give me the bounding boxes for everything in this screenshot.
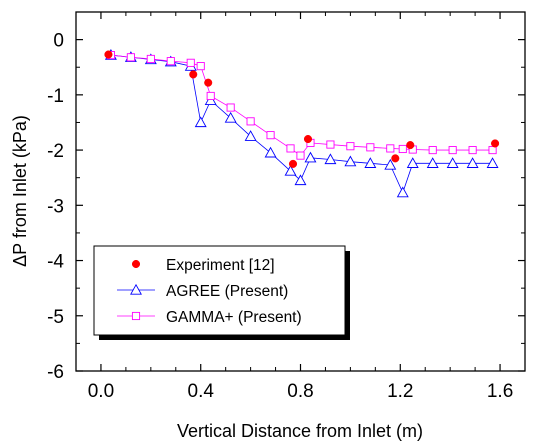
- data-point: [346, 142, 355, 151]
- data-point: [264, 146, 277, 158]
- data-point: [104, 50, 113, 59]
- series-1: [104, 48, 499, 198]
- legend-items: Experiment [12] AGREE (Present) GAMMA+ (Pr…: [117, 257, 302, 326]
- data-point: [288, 159, 298, 168]
- legend-item: Experiment [12]: [131, 257, 275, 274]
- data-point: [204, 78, 213, 87]
- data-point: [189, 70, 198, 79]
- series-2: [106, 51, 497, 160]
- data-point: [303, 134, 313, 144]
- y-tick-label: -4: [47, 252, 64, 273]
- x-tick-label: 0.8: [287, 381, 313, 402]
- data-point: [266, 131, 275, 140]
- data-point: [366, 143, 375, 152]
- y-tick-label: -1: [47, 86, 64, 107]
- data-point: [194, 116, 207, 128]
- legend-label: Experiment [12]: [166, 257, 275, 274]
- legend-item: AGREE (Present): [117, 283, 288, 300]
- data-point: [284, 164, 297, 176]
- y-tick-label: -6: [47, 362, 64, 383]
- data-point: [406, 141, 415, 150]
- data-point: [384, 158, 397, 170]
- data-point: [426, 157, 439, 168]
- data-point: [294, 174, 307, 186]
- data-point: [206, 91, 215, 101]
- data-point: [488, 146, 497, 155]
- data-point: [446, 157, 459, 168]
- data-point: [344, 155, 357, 167]
- data-point: [364, 157, 377, 168]
- legend-item: GAMMA+ (Present): [117, 309, 302, 326]
- data-point: [386, 144, 395, 153]
- data-point: [244, 130, 257, 141]
- legend-marker: [131, 311, 141, 321]
- data-point: [226, 103, 235, 112]
- legend: Experiment [12] AGREE (Present) GAMMA+ (Pr…: [93, 245, 350, 340]
- data-point: [491, 139, 500, 148]
- x-tick-label: 0.4: [188, 381, 215, 402]
- y-axis-title: ΔP from Inlet (kPa): [10, 115, 30, 267]
- data-point: [296, 151, 305, 160]
- y-tick-label: -3: [47, 196, 64, 217]
- y-tick-label: -2: [47, 141, 64, 162]
- y-tick-label: 0: [53, 31, 64, 52]
- data-point: [486, 157, 499, 168]
- series-line: [110, 54, 493, 157]
- data-point: [126, 53, 135, 62]
- legend-marker: [131, 259, 141, 269]
- data-point: [398, 144, 407, 154]
- data-point: [428, 146, 437, 155]
- data-point: [406, 157, 419, 168]
- data-point: [466, 157, 479, 168]
- data-point: [324, 153, 337, 165]
- x-axis-title: Vertical Distance from Inlet (m): [177, 421, 423, 441]
- series-line: [110, 54, 493, 194]
- data-point: [468, 146, 477, 155]
- data-point: [448, 146, 457, 155]
- data-point: [224, 111, 237, 123]
- x-tick-label: 0.0: [88, 381, 114, 402]
- x-tick-label: 1.2: [387, 381, 413, 402]
- data-point: [186, 58, 195, 67]
- legend-marker: [130, 283, 142, 295]
- legend-label: AGREE (Present): [166, 283, 288, 300]
- data-point: [286, 144, 295, 153]
- data-point: [146, 54, 155, 63]
- series-0: [104, 50, 500, 168]
- data-point: [304, 151, 317, 163]
- data-point: [166, 57, 175, 66]
- x-tick-label: 1.6: [487, 381, 513, 402]
- data-point: [396, 186, 409, 198]
- data-point: [326, 140, 335, 149]
- tick-labels: 0.0 0.4 0.8 1.2 1.6 0 -1 -2 -3 -4 -5 -6: [47, 31, 513, 402]
- series-layer: [104, 48, 500, 198]
- data-point: [246, 117, 255, 126]
- data-point: [391, 154, 400, 163]
- axis-ticks: [76, 11, 525, 372]
- legend-label: GAMMA+ (Present): [166, 309, 302, 326]
- data-point: [196, 62, 205, 71]
- y-tick-label: -5: [47, 307, 64, 328]
